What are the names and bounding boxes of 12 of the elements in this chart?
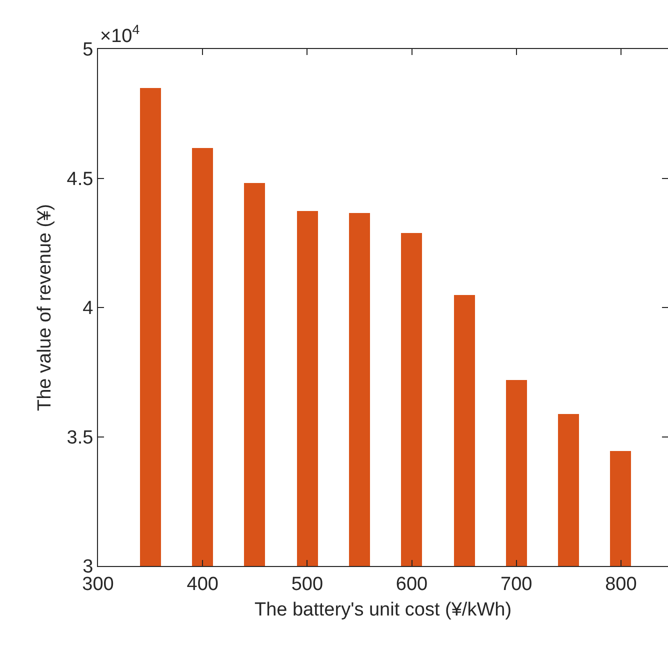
y-axis-title: The value of revenue (¥) — [34, 204, 56, 412]
x-tick-label: 600 — [396, 574, 428, 595]
x-tick-label: 800 — [605, 574, 637, 595]
y-tick-label: 4 — [82, 298, 94, 320]
x-tick-label: 700 — [500, 574, 532, 595]
x-tick-label: 400 — [186, 574, 218, 595]
y-tick-label: 5 — [82, 40, 94, 61]
y-tick-label: 3.5 — [66, 427, 94, 448]
y-tick-label: 4.5 — [66, 168, 94, 190]
x-axis-title: The battery's unit cost (¥/kWh) — [254, 600, 512, 621]
x-tick-label: 500 — [291, 574, 324, 595]
text: ×10$^{4}$ — [100, 22, 140, 47]
